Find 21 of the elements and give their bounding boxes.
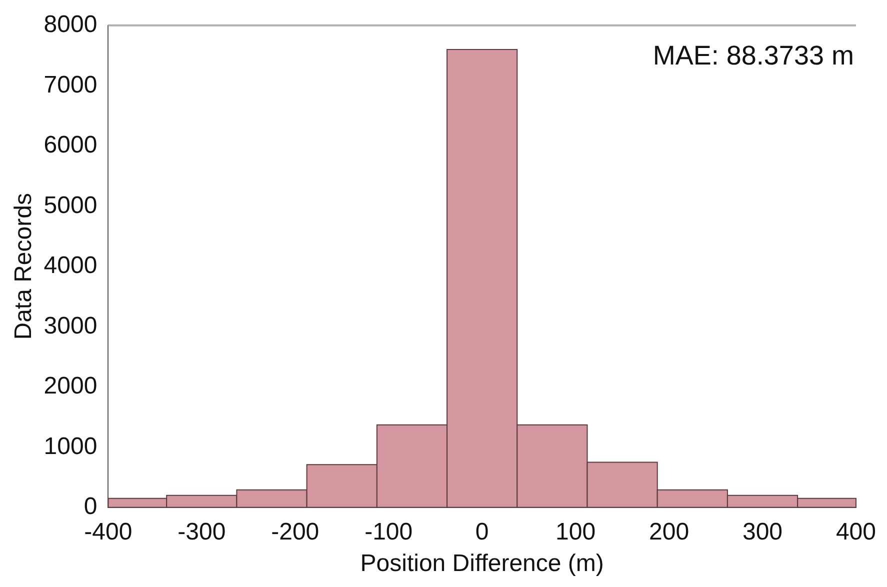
y-tick-label: 8000 — [44, 11, 98, 38]
y-tick-label: 3000 — [44, 312, 98, 340]
y-tick-label: 4000 — [44, 252, 98, 280]
y-tick-label: 1000 — [44, 432, 98, 460]
y-tick-label: 2000 — [44, 372, 98, 400]
x-tick-label: 200 — [649, 518, 690, 546]
y-tick-label: 6000 — [44, 132, 98, 159]
y-axis-title: Data Records — [10, 193, 38, 340]
x-tick-label: -400 — [84, 518, 132, 546]
y-tick-label: 5000 — [44, 192, 98, 219]
y-tick-label: 7000 — [44, 71, 98, 98]
y-tick-label: 0 — [84, 493, 98, 520]
x-tick-label: 100 — [556, 518, 596, 546]
x-tick-label: 0 — [475, 518, 489, 546]
x-tick-label: -100 — [364, 518, 413, 546]
annotation: MAE: 88.3733 m — [652, 40, 854, 70]
x-tick-label: 400 — [836, 518, 876, 546]
x-tick-label: -300 — [178, 518, 226, 546]
x-axis-title: Position Difference (m) — [360, 550, 604, 578]
x-tick-label: -200 — [271, 518, 320, 546]
x-tick-label: 300 — [742, 518, 783, 546]
